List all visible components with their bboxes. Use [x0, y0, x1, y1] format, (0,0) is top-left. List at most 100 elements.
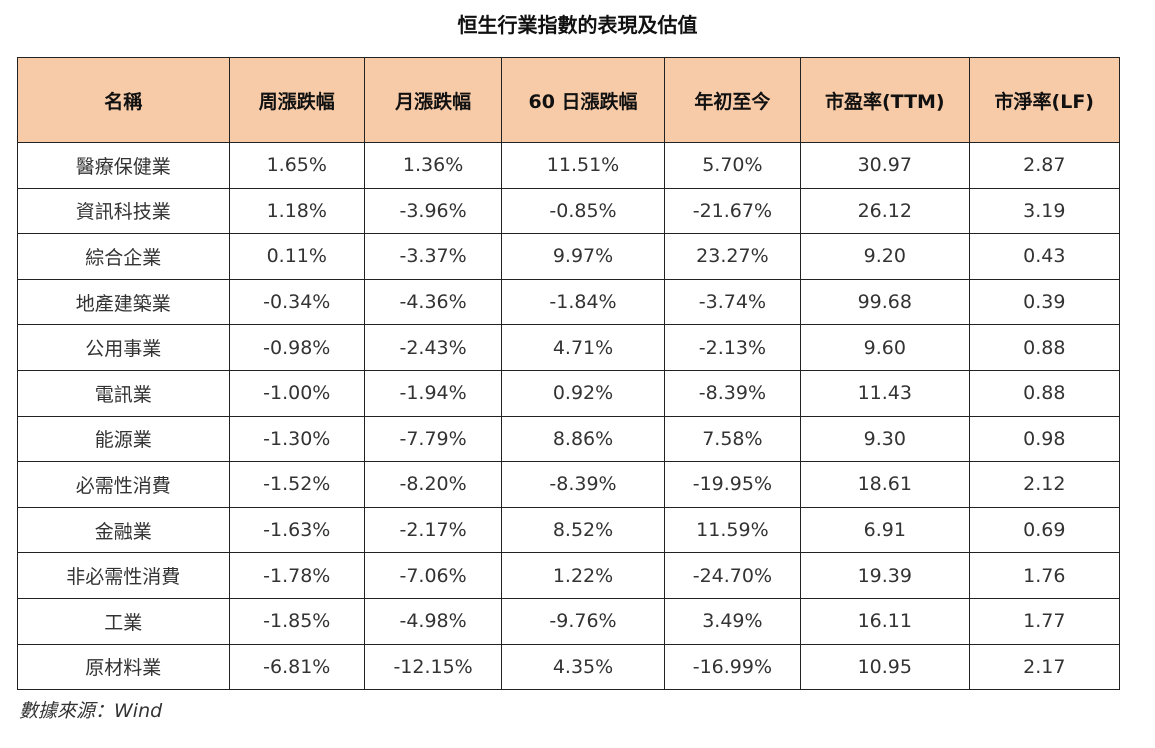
sector-performance-table: 名稱 周漲跌幅 月漲跌幅 60 日漲跌幅 年初至今 市盈率(TTM) 市淨率(L… — [17, 57, 1121, 691]
cell-pb-lf: 2.17 — [968, 643, 1121, 691]
cell-pb-lf: 0.43 — [968, 233, 1121, 280]
cell-monthly-change: -2.43% — [363, 324, 503, 371]
cell-weekly-change: -0.98% — [228, 324, 365, 371]
cell-pe-ttm: 9.60 — [800, 324, 970, 371]
cell-weekly-change: 1.65% — [228, 142, 365, 189]
cell-monthly-change: -7.06% — [363, 552, 503, 599]
table-row: 工業 -1.85% -4.98% -9.76% 3.49% 16.11 1.77 — [17, 597, 1121, 645]
cell-pe-ttm: 30.97 — [800, 142, 970, 189]
table-row: 非必需性消費 -1.78% -7.06% 1.22% -24.70% 19.39 1.76 — [17, 552, 1121, 599]
cell-pe-ttm: 11.43 — [800, 369, 970, 417]
header-60day-change: 60 日漲跌幅 — [501, 57, 665, 143]
cell-60day-change: 9.97% — [501, 233, 665, 280]
cell-name: 原材料業 — [17, 643, 230, 691]
cell-name: 地產建築業 — [17, 278, 230, 326]
table-row: 綜合企業 0.11% -3.37% 9.97% 23.27% 9.20 0.43 — [17, 233, 1121, 280]
cell-pb-lf: 0.39 — [968, 278, 1121, 326]
cell-pb-lf: 0.98 — [968, 415, 1121, 463]
cell-60day-change: 4.35% — [501, 643, 665, 691]
table-row: 原材料業 -6.81% -12.15% 4.35% -16.99% 10.95 2.17 — [17, 643, 1121, 691]
cell-name: 金融業 — [17, 506, 230, 554]
table-row: 資訊科技業 1.18% -3.96% -0.85% -21.67% 26.12 3.19 — [17, 187, 1121, 235]
cell-60day-change: -1.84% — [501, 278, 665, 326]
cell-weekly-change: 0.11% — [228, 233, 365, 280]
cell-60day-change: 11.51% — [501, 142, 665, 189]
cell-pe-ttm: 16.11 — [800, 597, 970, 645]
cell-weekly-change: -1.78% — [228, 552, 365, 599]
cell-ytd: -21.67% — [663, 187, 802, 235]
cell-name: 非必需性消費 — [17, 552, 230, 599]
cell-ytd: 5.70% — [663, 142, 802, 189]
cell-weekly-change: -1.30% — [228, 415, 365, 463]
table-body: 醫療保健業 1.65% 1.36% 11.51% 5.70% 30.97 2.87 資訊科技業… — [17, 142, 1121, 691]
cell-name: 公用事業 — [17, 324, 230, 371]
cell-pe-ttm: 19.39 — [800, 552, 970, 599]
cell-pe-ttm: 6.91 — [800, 506, 970, 554]
cell-pb-lf: 1.76 — [968, 552, 1121, 599]
cell-monthly-change: -4.36% — [363, 278, 503, 326]
cell-monthly-change: 1.36% — [363, 142, 503, 189]
cell-pb-lf: 0.88 — [968, 369, 1121, 417]
cell-monthly-change: -8.20% — [363, 461, 503, 508]
cell-weekly-change: -1.00% — [228, 369, 365, 417]
cell-pe-ttm: 9.20 — [800, 233, 970, 280]
cell-60day-change: 8.86% — [501, 415, 665, 463]
cell-name: 綜合企業 — [17, 233, 230, 280]
cell-name: 電訊業 — [17, 369, 230, 417]
cell-ytd: -2.13% — [663, 324, 802, 371]
header-monthly-change: 月漲跌幅 — [363, 57, 503, 143]
cell-60day-change: 0.92% — [501, 369, 665, 417]
cell-name: 醫療保健業 — [17, 142, 230, 189]
header-name: 名稱 — [17, 57, 230, 143]
table-header-row: 名稱 周漲跌幅 月漲跌幅 60 日漲跌幅 年初至今 市盈率(TTM) 市淨率(L… — [17, 57, 1121, 143]
source-note: 數據來源：Wind — [19, 700, 163, 722]
table-row: 能源業 -1.30% -7.79% 8.86% 7.58% 9.30 0.98 — [17, 415, 1121, 463]
cell-ytd: -19.95% — [663, 461, 802, 508]
cell-name: 資訊科技業 — [17, 187, 230, 235]
cell-60day-change: 8.52% — [501, 506, 665, 554]
cell-60day-change: 4.71% — [501, 324, 665, 371]
cell-pe-ttm: 99.68 — [800, 278, 970, 326]
table-row: 必需性消費 -1.52% -8.20% -8.39% -19.95% 18.61 2.12 — [17, 461, 1121, 508]
cell-pe-ttm: 9.30 — [800, 415, 970, 463]
cell-monthly-change: -1.94% — [363, 369, 503, 417]
cell-pb-lf: 3.19 — [968, 187, 1121, 235]
cell-name: 能源業 — [17, 415, 230, 463]
table-row: 醫療保健業 1.65% 1.36% 11.51% 5.70% 30.97 2.87 — [17, 142, 1121, 189]
table-row: 電訊業 -1.00% -1.94% 0.92% -8.39% 11.43 0.88 — [17, 369, 1121, 417]
table-row: 公用事業 -0.98% -2.43% 4.71% -2.13% 9.60 0.88 — [17, 324, 1121, 371]
cell-name: 必需性消費 — [17, 461, 230, 508]
header-pe-ttm: 市盈率(TTM) — [800, 57, 970, 143]
cell-weekly-change: -1.63% — [228, 506, 365, 554]
cell-monthly-change: -3.96% — [363, 187, 503, 235]
cell-ytd: -24.70% — [663, 552, 802, 599]
cell-60day-change: -0.85% — [501, 187, 665, 235]
cell-pb-lf: 2.12 — [968, 461, 1121, 508]
cell-ytd: 11.59% — [663, 506, 802, 554]
page-title: 恒生行業指數的表現及估值 — [457, 13, 698, 37]
cell-ytd: 3.49% — [663, 597, 802, 645]
cell-monthly-change: -3.37% — [363, 233, 503, 280]
cell-weekly-change: -0.34% — [228, 278, 365, 326]
cell-pb-lf: 0.69 — [968, 506, 1121, 554]
cell-monthly-change: -12.15% — [363, 643, 503, 691]
table-row: 地產建築業 -0.34% -4.36% -1.84% -3.74% 99.68 0.39 — [17, 278, 1121, 326]
cell-ytd: -16.99% — [663, 643, 802, 691]
cell-pb-lf: 1.77 — [968, 597, 1121, 645]
cell-60day-change: -9.76% — [501, 597, 665, 645]
cell-60day-change: 1.22% — [501, 552, 665, 599]
table-row: 金融業 -1.63% -2.17% 8.52% 11.59% 6.91 0.69 — [17, 506, 1121, 554]
cell-pb-lf: 0.88 — [968, 324, 1121, 371]
cell-weekly-change: -6.81% — [228, 643, 365, 691]
cell-monthly-change: -2.17% — [363, 506, 503, 554]
header-pb-lf: 市淨率(LF) — [968, 57, 1121, 143]
cell-monthly-change: -4.98% — [363, 597, 503, 645]
cell-60day-change: -8.39% — [501, 461, 665, 508]
cell-name: 工業 — [17, 597, 230, 645]
cell-pb-lf: 2.87 — [968, 142, 1121, 189]
cell-pe-ttm: 18.61 — [800, 461, 970, 508]
header-ytd: 年初至今 — [663, 57, 802, 143]
cell-ytd: -8.39% — [663, 369, 802, 417]
cell-ytd: 23.27% — [663, 233, 802, 280]
cell-monthly-change: -7.79% — [363, 415, 503, 463]
